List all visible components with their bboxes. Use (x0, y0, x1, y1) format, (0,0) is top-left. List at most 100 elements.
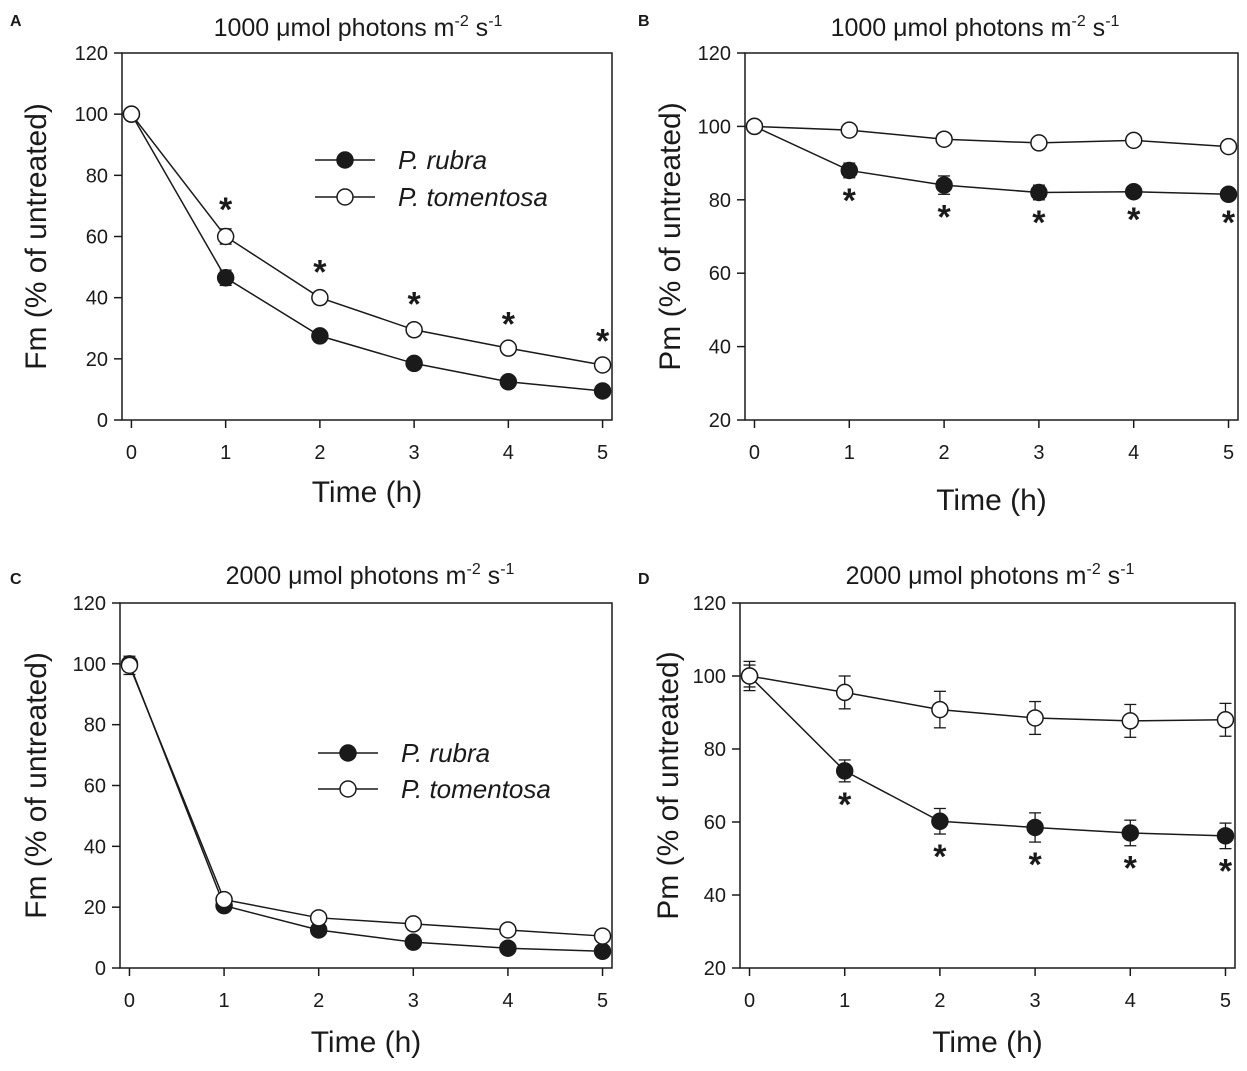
x-tick-label: 1 (220, 442, 231, 464)
data-point-tomentosa (1124, 131, 1143, 150)
series-line-tomentosa (128, 665, 603, 937)
significance-asterisk: * (1127, 201, 1141, 239)
significance-asterisk: * (313, 254, 327, 292)
legend-label: P. rubra (401, 738, 490, 768)
series-line-rubra (754, 125, 1229, 196)
y-tick-label: 60 (704, 812, 726, 834)
legend-label: P. tomentosa (401, 774, 551, 804)
data-point-tomentosa (120, 656, 139, 675)
title-exp-s: -1 (500, 561, 514, 578)
data-point-tomentosa (311, 288, 329, 307)
y-tick-label: 40 (704, 885, 726, 907)
y-tick-label: 0 (97, 410, 108, 432)
title-main: 1000 μmol photons m (214, 14, 455, 42)
title-exp-m: -2 (1087, 561, 1101, 578)
data-point-tomentosa (740, 667, 759, 685)
title-s: s (1101, 562, 1120, 590)
y-tick-label: 40 (709, 337, 731, 359)
data-point-tomentosa (215, 890, 233, 909)
x-tick-label: 2 (939, 442, 950, 464)
series-line-rubra (748, 675, 1226, 837)
x-tick-label: 1 (839, 990, 850, 1012)
x-tick-label: 5 (1220, 990, 1231, 1012)
data-point-tomentosa (1026, 709, 1044, 727)
legend-label: P. rubra (398, 145, 487, 175)
title-exp-s: -1 (488, 13, 502, 30)
title-exp-m: -2 (1072, 13, 1086, 30)
data-point-tomentosa (405, 321, 423, 339)
plot-frame (121, 52, 613, 421)
data-point-tomentosa (835, 683, 854, 702)
y-tick-label: 120 (73, 593, 106, 615)
data-point-tomentosa (931, 700, 949, 719)
y-tick-label: 100 (73, 654, 106, 676)
panel-letter: D (638, 571, 650, 588)
x-tick-label: 0 (126, 442, 137, 464)
data-point-rubra (931, 812, 949, 831)
series-line-rubra (130, 113, 603, 392)
series-line-tomentosa (749, 675, 1226, 722)
data-point-rubra (1216, 827, 1235, 845)
chart-title: 2000 μmol photons m-2 s-1 (846, 561, 1135, 590)
data-point-tomentosa (593, 356, 612, 374)
legend-label: P. tomentosa (398, 182, 548, 212)
significance-asterisk: * (1028, 846, 1042, 884)
panel-letter: B (638, 13, 650, 30)
legend-marker (339, 744, 357, 762)
data-point-rubra (311, 327, 329, 345)
plot-frame (744, 52, 1239, 421)
chart-title: 2000 μmol photons m-2 s-1 (226, 561, 515, 590)
data-point-tomentosa (840, 121, 859, 139)
x-tick-label: 5 (597, 442, 608, 464)
y-tick-label: 120 (693, 593, 726, 615)
x-axis-label: Time (h) (936, 484, 1047, 517)
x-tick-label: 3 (409, 442, 420, 464)
data-point-rubra (499, 373, 518, 391)
title-exp-m: -2 (455, 13, 469, 30)
title-s: s (1086, 14, 1105, 42)
y-axis-label: Pm (% of untreated) (652, 651, 685, 919)
panel-letter: C (10, 571, 22, 588)
data-point-rubra (840, 161, 859, 180)
series-line-rubra (128, 663, 603, 953)
y-tick-label: 20 (709, 410, 731, 432)
legend: P. rubra P. tomentosa (315, 145, 548, 212)
significance-asterisk: * (1124, 850, 1138, 888)
significance-asterisk: * (596, 322, 610, 360)
y-axis-label: Pm (% of untreated) (654, 102, 687, 370)
data-point-tomentosa (1121, 712, 1140, 730)
x-tick-label: 4 (503, 442, 514, 464)
title-s: s (481, 562, 500, 590)
y-tick-label: 20 (704, 958, 726, 980)
data-point-tomentosa (745, 117, 764, 136)
data-point-tomentosa (404, 915, 423, 933)
data-point-rubra (935, 176, 953, 194)
x-tick-label: 4 (502, 990, 513, 1012)
data-point-tomentosa (1219, 137, 1238, 156)
title-exp-s: -1 (1105, 13, 1119, 30)
x-tick-label: 2 (314, 442, 325, 464)
x-tick-label: 0 (749, 442, 760, 464)
x-axis-label: Time (h) (312, 476, 423, 509)
significance-asterisk: * (407, 286, 421, 324)
data-point-tomentosa (499, 921, 517, 939)
data-point-rubra (1030, 183, 1048, 202)
data-point-tomentosa (1216, 711, 1235, 729)
significance-asterisk: * (843, 182, 857, 220)
y-axis-label: Fm (% of untreated) (20, 103, 53, 370)
plot-frame (739, 602, 1236, 969)
data-point-tomentosa (499, 339, 518, 357)
significance-asterisk: * (219, 191, 233, 229)
y-tick-label: 100 (693, 666, 726, 688)
x-tick-label: 0 (124, 990, 135, 1012)
x-tick-label: 4 (1128, 442, 1139, 464)
title-main: 1000 μmol photons m (831, 14, 1072, 42)
significance-asterisk: * (937, 198, 951, 236)
y-axis-label: Fm (% of untreated) (20, 652, 53, 919)
y-tick-label: 80 (704, 739, 726, 761)
data-point-tomentosa (122, 105, 141, 123)
data-point-tomentosa (593, 927, 612, 945)
title-main: 2000 μmol photons m (846, 562, 1087, 590)
legend: P. rubra P. tomentosa (318, 738, 551, 804)
